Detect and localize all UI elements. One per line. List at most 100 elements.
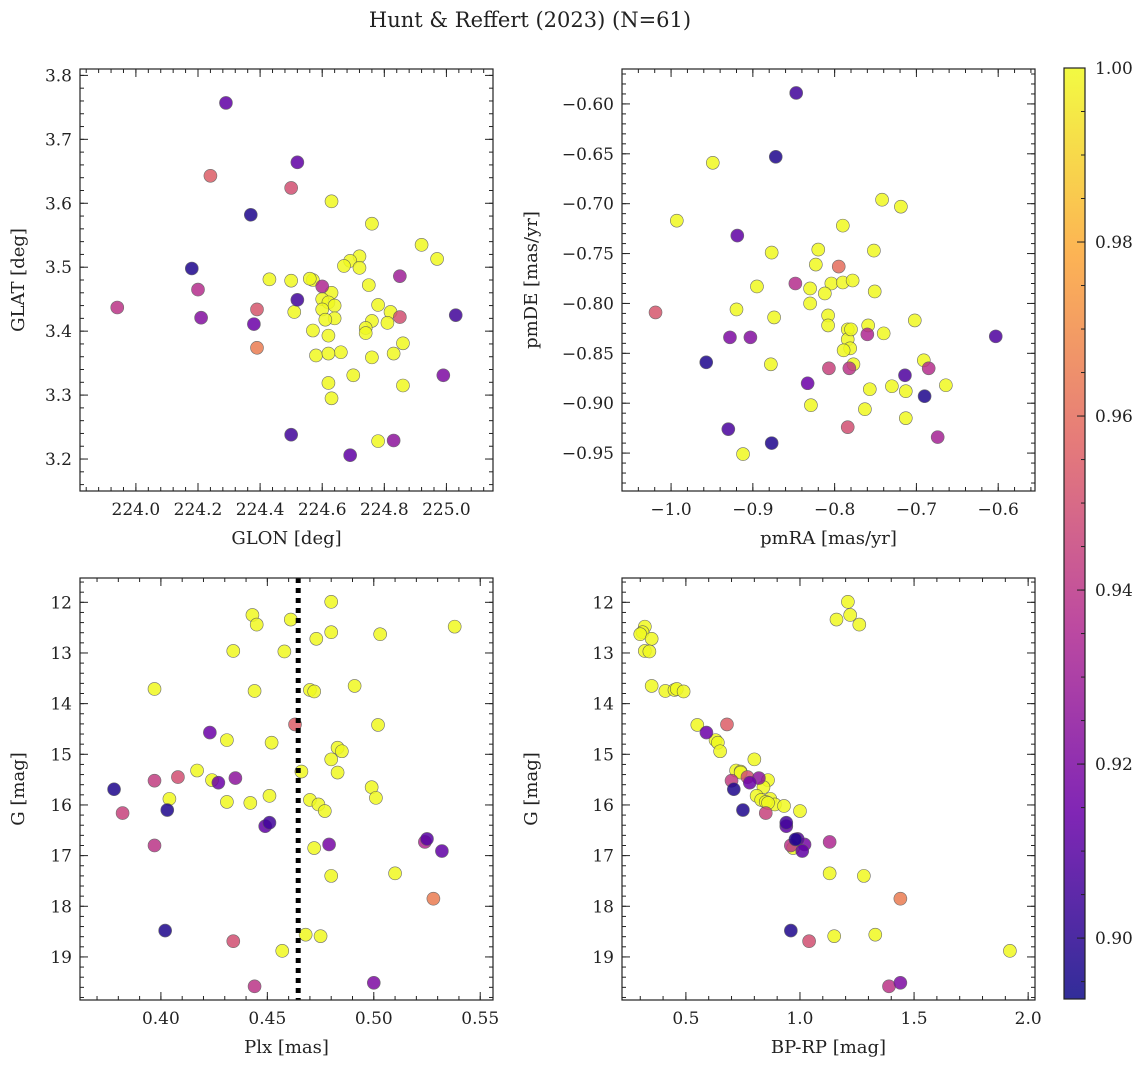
data-point — [822, 835, 837, 849]
data-point — [795, 844, 810, 858]
x-tick-label: 224.4 — [236, 500, 285, 520]
data-point — [939, 378, 953, 393]
y-tick-label: 16 — [592, 796, 614, 816]
panel-cmd: 0.5 1.0 1.5 2.0 12 13 14 15 16 17 18 19 BP-RP [mag] G… — [521, 577, 1042, 1058]
y-tick-label: 18 — [50, 897, 72, 917]
panel-pm: −1.0 −0.9 −0.8 −0.7 −0.6 −0.95 −0.90 −0.85 −0.80… — [521, 68, 1036, 549]
x-tick-label: 0.50 — [355, 1009, 393, 1029]
y-tick-label: −0.80 — [562, 294, 614, 314]
panel-plx_g: 0.40 0.45 0.50 0.55 12 13 14 15 16 17 18 19 Plx [mas… — [8, 577, 499, 1058]
data-point — [676, 684, 691, 699]
data-point — [764, 245, 779, 260]
data-point — [642, 644, 657, 659]
data-point — [334, 345, 348, 360]
data-point — [822, 866, 837, 881]
data-point — [219, 96, 233, 110]
data-point — [420, 832, 434, 846]
data-point — [894, 199, 908, 214]
y-tick-label: 18 — [592, 897, 614, 917]
data-point — [307, 684, 321, 699]
y-tick-label: 19 — [592, 948, 614, 968]
data-point — [435, 844, 449, 858]
data-point — [321, 328, 336, 343]
data-point — [211, 775, 226, 790]
data-point — [858, 402, 872, 416]
data-point — [844, 322, 858, 337]
data-point — [898, 368, 912, 383]
x-tick-label: 225.0 — [422, 500, 471, 520]
data-point — [190, 763, 204, 778]
data-point — [860, 327, 875, 342]
x-tick-label: 0.45 — [248, 1009, 286, 1029]
data-point — [893, 891, 908, 906]
x-tick-label: 224.2 — [174, 500, 223, 520]
data-point — [393, 269, 407, 283]
y-tick-label: 13 — [50, 644, 72, 664]
data-point — [247, 317, 261, 331]
y-tick-label: 3.7 — [45, 130, 72, 150]
y-tick-label: 17 — [50, 847, 72, 867]
data-point — [852, 617, 867, 632]
data-point — [162, 792, 177, 806]
data-point — [699, 725, 714, 740]
data-point — [315, 279, 330, 294]
data-point — [352, 261, 367, 275]
data-point — [784, 923, 798, 938]
x-axis-label: pmRA [mas/yr] — [760, 528, 897, 549]
x-tick-label: 224.0 — [112, 500, 161, 520]
x-tick-label: 224.6 — [298, 500, 347, 520]
data-point — [275, 944, 290, 958]
y-axis-label: GLAT [deg] — [8, 228, 29, 332]
data-point — [713, 744, 727, 759]
x-tick-label: 1.0 — [786, 1009, 813, 1029]
y-tick-label: 13 — [592, 644, 614, 664]
data-point — [447, 619, 462, 634]
y-axis-label: G [mag] — [521, 752, 542, 825]
y-axis-label: G [mag] — [8, 752, 29, 825]
data-point — [107, 782, 121, 797]
axes-frame — [621, 577, 1036, 1001]
data-point — [802, 934, 816, 949]
y-tick-label: −0.85 — [562, 344, 614, 364]
data-point — [633, 627, 648, 642]
colorbar-tick-label: 0.90 — [1095, 929, 1133, 949]
colorbar-tick-label: 0.98 — [1095, 233, 1133, 253]
panels: 224.0 224.2 224.4 224.6 224.8 225.0 3.2 3.3 3.4 3… — [8, 66, 1042, 1058]
data-point — [414, 238, 429, 252]
data-point — [309, 348, 323, 363]
data-point — [788, 832, 803, 847]
data-point — [396, 336, 410, 351]
y-tick-label: 12 — [50, 593, 72, 613]
data-point — [867, 243, 881, 258]
data-point — [777, 799, 791, 813]
data-point — [307, 841, 321, 855]
data-point — [930, 430, 945, 444]
data-point — [764, 436, 779, 450]
data-point — [343, 448, 357, 462]
data-point — [747, 752, 762, 767]
data-point — [287, 305, 302, 319]
data-point — [875, 192, 889, 207]
y-tick-label: 3.2 — [45, 450, 72, 470]
data-point — [110, 300, 125, 315]
data-point — [388, 866, 402, 881]
data-point — [335, 744, 349, 759]
x-tick-label: 1.5 — [901, 1009, 928, 1029]
data-point — [371, 434, 385, 448]
data-point — [115, 806, 130, 820]
points-pm — [648, 86, 1003, 461]
y-tick-label: 3.6 — [45, 194, 72, 214]
data-point — [220, 733, 234, 747]
data-point — [743, 330, 758, 345]
data-point — [803, 281, 817, 296]
data-point — [1003, 944, 1017, 958]
data-point — [921, 361, 936, 376]
data-point — [262, 789, 277, 803]
axes-frame — [621, 68, 1036, 492]
data-point — [324, 391, 339, 406]
data-point — [302, 271, 317, 286]
colorbar-tick-label: 1.00 — [1095, 59, 1133, 79]
y-tick-label: 16 — [50, 796, 72, 816]
y-tick-label: 3.8 — [45, 66, 72, 86]
